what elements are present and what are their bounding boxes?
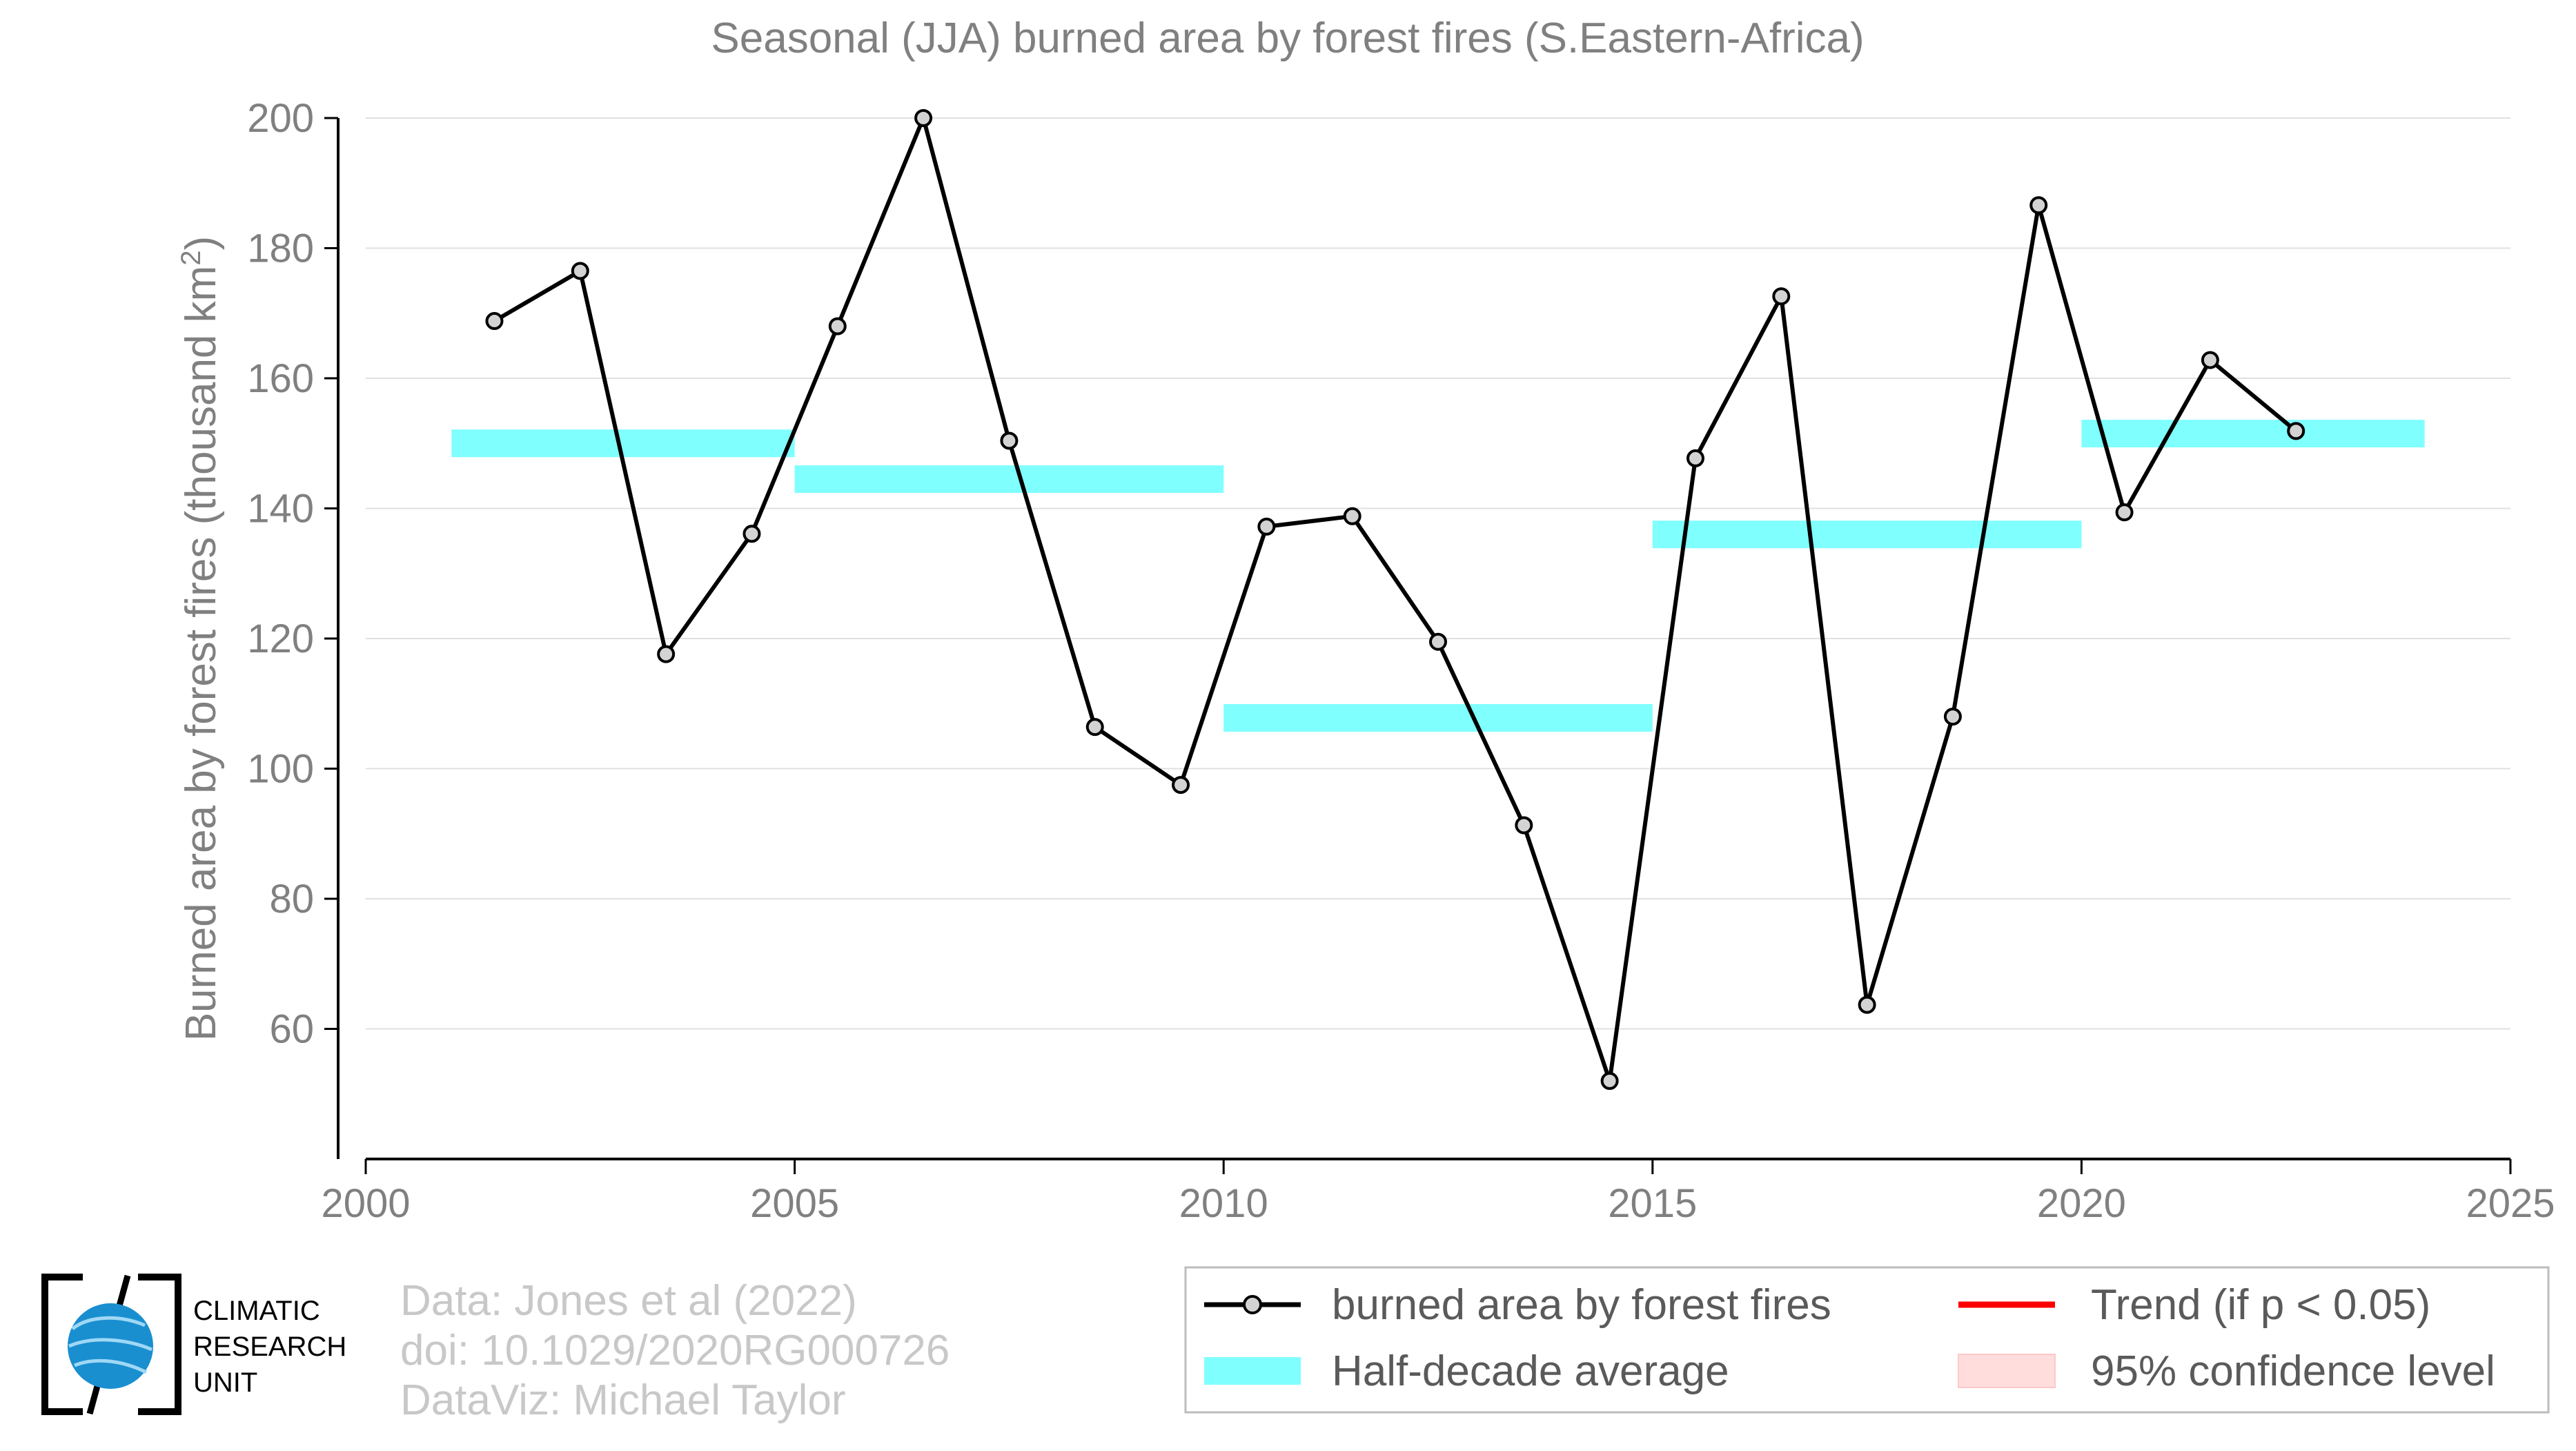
data-point xyxy=(2201,351,2219,369)
logo-text-unit: UNIT xyxy=(193,1367,257,1398)
data-point xyxy=(1600,1071,1619,1090)
y-tick-label: 180 xyxy=(247,226,314,271)
y-tick-label: 100 xyxy=(247,747,314,792)
chart-title: Seasonal (JJA) burned area by forest fir… xyxy=(711,14,1864,62)
data-point xyxy=(828,317,847,335)
x-tick-label: 2010 xyxy=(1179,1181,1268,1226)
data-point xyxy=(1172,776,1190,795)
data-point xyxy=(1686,449,1704,467)
legend-swatch-confidence xyxy=(1958,1354,2056,1388)
y-tick-label: 200 xyxy=(247,96,314,141)
data-point xyxy=(914,109,933,127)
credit-dataviz: DataViz: Michael Taylor xyxy=(400,1376,846,1424)
data-point xyxy=(2029,196,2048,215)
y-tick-label: 140 xyxy=(247,487,314,532)
y-tick-label: 80 xyxy=(269,877,314,922)
data-point xyxy=(657,645,676,663)
data-point xyxy=(571,262,589,280)
logo-bracket-right-icon xyxy=(138,1274,181,1415)
legend-label-series: burned area by forest fires xyxy=(1332,1281,1831,1329)
data-point xyxy=(1515,816,1533,835)
half-decade-band xyxy=(1652,520,2082,549)
credit-data: Data: Jones et al (2022) xyxy=(400,1277,857,1325)
x-tick-label: 2025 xyxy=(2466,1181,2555,1226)
y-axis-label-main: Burned area by forest fires (thousand km xyxy=(177,266,225,1041)
legend-box xyxy=(1184,1266,2550,1414)
y-axis-label: Burned area by forest fires (thousand km… xyxy=(176,236,225,1041)
legend-label-half-decade: Half-decade average xyxy=(1332,1347,1729,1395)
legend: burned area by forest fires Half-decade … xyxy=(1184,1266,2550,1414)
legend-label-confidence: 95% confidence level xyxy=(2091,1347,2495,1395)
data-point xyxy=(1257,517,1276,536)
y-tick-label: 160 xyxy=(247,356,314,401)
cru-logo: CLIMATIC RESEARCH UNIT xyxy=(41,1274,346,1415)
half-decade-band xyxy=(2081,420,2425,448)
data-point xyxy=(1858,995,1876,1014)
logo-text-research: RESEARCH xyxy=(193,1332,346,1362)
series-line xyxy=(493,116,2298,1083)
y-axis-label-sup: 2 xyxy=(176,250,206,265)
credits: Data: Jones et al (2022) doi: 10.1029/20… xyxy=(400,1277,950,1424)
credit-doi: doi: 10.1029/2020RG000726 xyxy=(400,1327,950,1374)
half-decade-bands xyxy=(451,420,2425,732)
logo-bracket-left-icon xyxy=(41,1274,83,1415)
y-tick-label: 60 xyxy=(269,1007,314,1052)
data-point xyxy=(2115,503,2134,522)
y-ticks: 60 80 100 120 140 160 180 200 xyxy=(247,96,338,1052)
grid xyxy=(366,117,2510,1030)
data-point xyxy=(1343,507,1361,525)
data-point xyxy=(485,312,504,331)
logo-globe-swirl-icon xyxy=(68,1316,153,1374)
x-tick-label: 2005 xyxy=(750,1181,839,1226)
data-point xyxy=(1085,718,1104,737)
half-decade-band xyxy=(451,429,795,458)
data-point xyxy=(1000,431,1019,450)
legend-swatch-half-decade xyxy=(1204,1357,1301,1385)
data-point xyxy=(1429,632,1447,651)
legend-label-trend: Trend (if p < 0.05) xyxy=(2091,1281,2430,1329)
y-axis-label-end: ) xyxy=(177,236,225,251)
legend-swatch-series-marker xyxy=(1243,1295,1262,1314)
data-point xyxy=(2287,422,2305,440)
data-point xyxy=(743,525,761,543)
half-decade-band xyxy=(794,465,1224,494)
x-ticks: 2000 2005 2010 2015 2020 2025 xyxy=(321,1159,2555,1226)
logo-text-climatic: CLIMATIC xyxy=(193,1296,320,1326)
data-point xyxy=(1772,287,1791,306)
x-tick-label: 2000 xyxy=(321,1181,410,1226)
half-decade-band xyxy=(1223,703,1653,732)
y-tick-label: 120 xyxy=(247,616,314,661)
x-tick-label: 2020 xyxy=(2037,1181,2126,1226)
x-tick-label: 2015 xyxy=(1608,1181,1697,1226)
data-point xyxy=(1943,708,1962,726)
series-burned-area xyxy=(485,109,2305,1090)
